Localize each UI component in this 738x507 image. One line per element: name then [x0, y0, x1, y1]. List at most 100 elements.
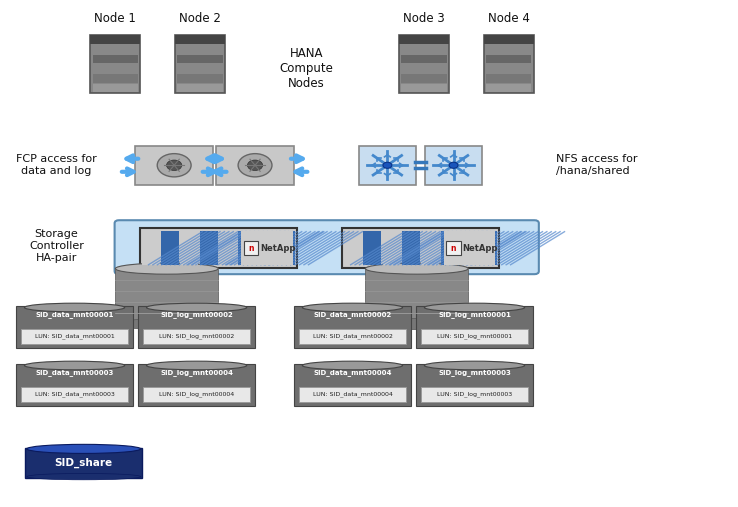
FancyBboxPatch shape: [486, 64, 531, 73]
FancyBboxPatch shape: [258, 231, 275, 265]
FancyBboxPatch shape: [294, 307, 411, 348]
FancyBboxPatch shape: [177, 64, 223, 73]
FancyBboxPatch shape: [92, 55, 138, 63]
FancyBboxPatch shape: [294, 365, 411, 406]
FancyBboxPatch shape: [92, 74, 138, 83]
FancyBboxPatch shape: [244, 241, 258, 255]
FancyBboxPatch shape: [216, 146, 294, 185]
FancyBboxPatch shape: [359, 146, 416, 185]
Circle shape: [247, 160, 263, 170]
Text: LUN: SID_log_mnt00001: LUN: SID_log_mnt00001: [437, 334, 512, 339]
Ellipse shape: [365, 263, 468, 274]
FancyBboxPatch shape: [143, 387, 250, 402]
Text: Node 3: Node 3: [403, 12, 445, 25]
Text: LUN: SID_data_mnt00003: LUN: SID_data_mnt00003: [35, 392, 114, 397]
FancyBboxPatch shape: [444, 231, 495, 265]
Ellipse shape: [115, 318, 218, 330]
FancyBboxPatch shape: [90, 35, 140, 93]
FancyBboxPatch shape: [425, 146, 482, 185]
Text: FCP access for
data and log: FCP access for data and log: [16, 155, 97, 176]
Circle shape: [157, 154, 191, 177]
Text: HANA
Compute
Nodes: HANA Compute Nodes: [280, 47, 334, 90]
Text: LUN: SID_log_mnt00004: LUN: SID_log_mnt00004: [159, 392, 234, 397]
FancyBboxPatch shape: [483, 35, 534, 45]
FancyBboxPatch shape: [135, 146, 213, 185]
FancyBboxPatch shape: [401, 84, 447, 92]
FancyBboxPatch shape: [92, 35, 138, 44]
Text: SID_log_mnt00004: SID_log_mnt00004: [160, 369, 233, 376]
FancyBboxPatch shape: [177, 74, 223, 83]
FancyBboxPatch shape: [177, 55, 223, 63]
FancyBboxPatch shape: [365, 291, 468, 302]
Text: n: n: [248, 244, 254, 252]
Text: LUN: SID_log_mnt00003: LUN: SID_log_mnt00003: [437, 392, 512, 397]
Text: SID_data_mnt00003: SID_data_mnt00003: [35, 369, 114, 376]
FancyBboxPatch shape: [21, 329, 128, 344]
FancyBboxPatch shape: [421, 231, 439, 265]
Text: NFS access for
/hana/shared: NFS access for /hana/shared: [556, 155, 638, 176]
Ellipse shape: [303, 361, 403, 370]
Text: SID_data_mnt00002: SID_data_mnt00002: [314, 311, 392, 318]
Ellipse shape: [24, 361, 125, 370]
FancyBboxPatch shape: [416, 307, 533, 348]
FancyBboxPatch shape: [363, 231, 381, 265]
Circle shape: [449, 162, 458, 168]
Text: Storage
Controller
HA-pair: Storage Controller HA-pair: [29, 229, 84, 263]
FancyBboxPatch shape: [115, 302, 218, 313]
Text: n: n: [450, 244, 456, 252]
FancyBboxPatch shape: [416, 365, 533, 406]
FancyBboxPatch shape: [238, 231, 256, 265]
FancyBboxPatch shape: [402, 231, 420, 265]
FancyBboxPatch shape: [16, 365, 133, 406]
FancyBboxPatch shape: [486, 35, 531, 44]
Text: Node 1: Node 1: [94, 12, 137, 25]
Ellipse shape: [424, 361, 525, 370]
FancyBboxPatch shape: [401, 74, 447, 83]
FancyBboxPatch shape: [401, 55, 447, 63]
Text: LUN: SID_data_mnt00001: LUN: SID_data_mnt00001: [35, 334, 114, 339]
FancyBboxPatch shape: [486, 55, 531, 63]
FancyBboxPatch shape: [446, 241, 461, 255]
FancyBboxPatch shape: [115, 313, 218, 324]
Text: NetApp: NetApp: [261, 244, 296, 252]
FancyBboxPatch shape: [161, 231, 179, 265]
FancyBboxPatch shape: [175, 35, 225, 93]
Ellipse shape: [27, 444, 141, 453]
FancyBboxPatch shape: [365, 280, 468, 291]
FancyBboxPatch shape: [441, 231, 458, 265]
FancyBboxPatch shape: [177, 84, 223, 92]
FancyBboxPatch shape: [344, 231, 362, 265]
FancyBboxPatch shape: [365, 313, 468, 324]
FancyBboxPatch shape: [180, 231, 199, 265]
FancyBboxPatch shape: [114, 220, 539, 274]
Ellipse shape: [146, 303, 246, 312]
FancyBboxPatch shape: [21, 387, 128, 402]
FancyBboxPatch shape: [401, 64, 447, 73]
FancyBboxPatch shape: [115, 291, 218, 302]
Ellipse shape: [27, 474, 141, 480]
Text: SID_log_mnt00003: SID_log_mnt00003: [438, 369, 511, 376]
Text: LUN: SID_data_mnt00004: LUN: SID_data_mnt00004: [312, 392, 393, 397]
Text: LUN: SID_data_mnt00002: LUN: SID_data_mnt00002: [312, 334, 393, 339]
FancyBboxPatch shape: [401, 45, 447, 54]
FancyBboxPatch shape: [92, 64, 138, 73]
Text: Node 4: Node 4: [488, 12, 530, 25]
FancyBboxPatch shape: [138, 307, 255, 348]
Ellipse shape: [146, 361, 246, 370]
FancyBboxPatch shape: [365, 269, 468, 280]
FancyBboxPatch shape: [460, 231, 477, 265]
Circle shape: [238, 154, 272, 177]
FancyBboxPatch shape: [200, 231, 218, 265]
FancyBboxPatch shape: [421, 329, 528, 344]
Circle shape: [383, 162, 392, 168]
Ellipse shape: [365, 318, 468, 330]
FancyBboxPatch shape: [277, 231, 294, 265]
FancyBboxPatch shape: [401, 35, 447, 44]
Text: SID_data_mnt00001: SID_data_mnt00001: [35, 311, 114, 318]
Text: SID_data_mnt00004: SID_data_mnt00004: [313, 369, 392, 376]
FancyBboxPatch shape: [16, 307, 133, 348]
FancyBboxPatch shape: [483, 35, 534, 93]
FancyBboxPatch shape: [399, 35, 449, 45]
FancyBboxPatch shape: [299, 329, 406, 344]
FancyBboxPatch shape: [92, 84, 138, 92]
